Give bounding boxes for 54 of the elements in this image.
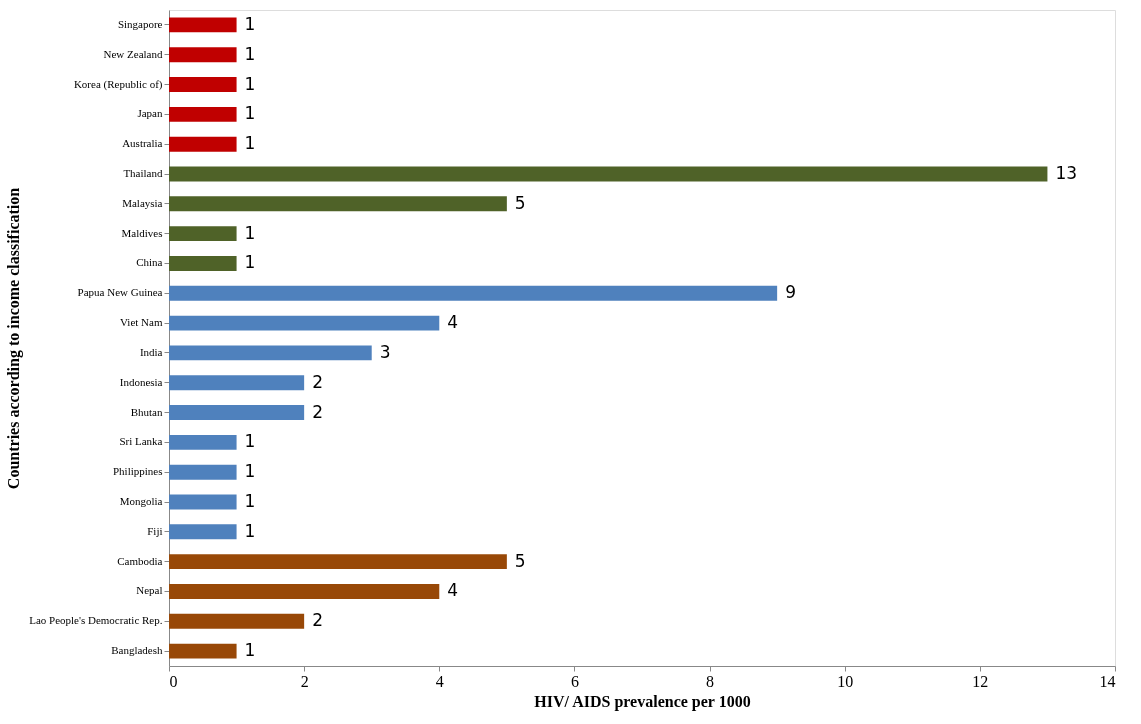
data-label: 2 (312, 401, 323, 422)
y-tick-label: Lao People's Democratic Rep. (29, 614, 163, 627)
x-tick-label: 2 (300, 672, 309, 690)
data-label: 1 (244, 222, 256, 243)
data-label: 1 (244, 13, 256, 34)
y-tick-label: New Zealand (103, 47, 163, 60)
y-tick-label: Australia (122, 137, 163, 150)
y-tick-label: Indonesia (119, 375, 163, 388)
x-tick-label: 4 (435, 672, 444, 690)
data-label: 1 (244, 491, 256, 511)
y-tick-label: Japan (137, 107, 163, 120)
y-tick-label: Viet Nam (120, 316, 163, 329)
data-label: 4 (447, 580, 459, 601)
y-axis-title: Countries according to income classification (5, 187, 24, 490)
data-label: 1 (244, 252, 256, 273)
data-label: 1 (244, 73, 256, 94)
data-label: 1 (244, 640, 256, 661)
x-tick-label: 12 (972, 672, 989, 690)
y-tick-label: India (139, 345, 163, 358)
data-label: 5 (514, 550, 526, 571)
y-tick-label: China (136, 256, 163, 269)
y-tick-label: Papua New Guinea (77, 286, 163, 299)
x-tick-label: 14 (1099, 672, 1116, 690)
x-tick-label: 8 (706, 672, 715, 690)
y-tick-label: Maldives (121, 226, 163, 239)
y-tick-label: Philippines (112, 465, 163, 478)
data-label: 1 (244, 103, 256, 124)
y-tick-label: Fiji (147, 524, 163, 537)
y-tick-label: Korea (Republic of) (73, 77, 163, 91)
y-tick-label: Bangladesh (111, 644, 163, 657)
y-tick-label: Singapore (117, 17, 163, 30)
data-label: 1 (244, 43, 256, 64)
x-tick-label: 0 (169, 672, 178, 690)
data-label: 3 (379, 341, 391, 362)
data-label: 9 (785, 282, 796, 303)
data-label: 2 (312, 371, 323, 392)
data-label: 1 (244, 431, 256, 452)
y-tick-label: Bhutan (130, 405, 163, 418)
data-label: 1 (244, 133, 256, 154)
data-label: 1 (244, 461, 256, 482)
data-label: 4 (447, 312, 459, 333)
y-tick-label: Mongolia (119, 495, 163, 507)
data-label: 5 (514, 192, 526, 213)
y-tick-label: Cambodia (117, 554, 163, 567)
x-tick-label: 10 (837, 672, 854, 690)
data-label: 13 (1055, 163, 1078, 183)
data-label: 2 (312, 610, 323, 631)
y-tick-label: Malaysia (122, 196, 163, 209)
y-tick-label: Sri Lanka (119, 435, 163, 448)
data-label: 1 (244, 520, 256, 541)
y-tick-label: Nepal (136, 584, 163, 597)
x-axis-title: HIV/ AIDS prevalence per 1000 (534, 692, 751, 711)
y-tick-label: Thailand (123, 167, 163, 179)
x-tick-label: 6 (570, 672, 579, 690)
